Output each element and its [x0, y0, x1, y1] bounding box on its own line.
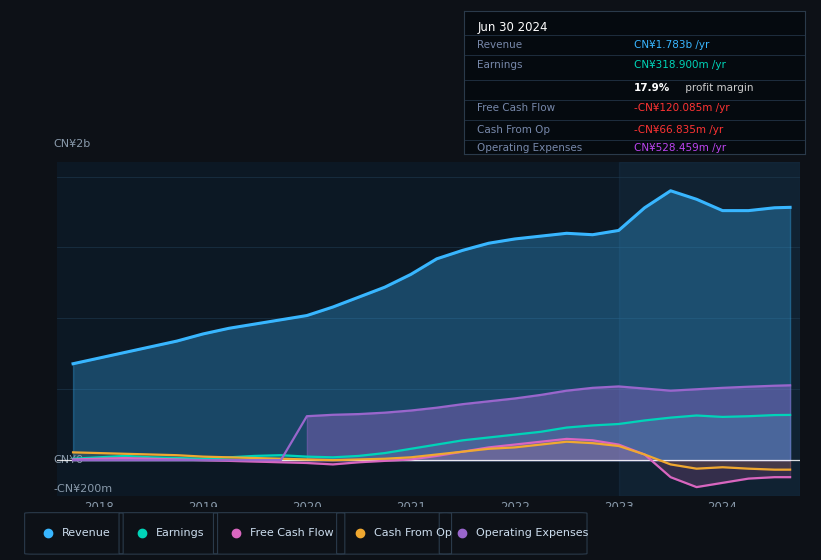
Text: Revenue: Revenue — [478, 40, 523, 50]
Text: profit margin: profit margin — [682, 83, 754, 94]
Text: -CN¥120.085m /yr: -CN¥120.085m /yr — [635, 103, 730, 113]
Bar — [618, 162, 800, 496]
Text: CN¥0: CN¥0 — [53, 455, 84, 465]
Text: CN¥1.783b /yr: CN¥1.783b /yr — [635, 40, 709, 50]
Text: Earnings: Earnings — [156, 529, 204, 538]
Text: Operating Expenses: Operating Expenses — [476, 529, 589, 538]
Text: -CN¥200m: -CN¥200m — [53, 483, 112, 493]
Text: CN¥528.459m /yr: CN¥528.459m /yr — [635, 143, 727, 153]
Text: Free Cash Flow: Free Cash Flow — [478, 103, 556, 113]
Text: Free Cash Flow: Free Cash Flow — [250, 529, 334, 538]
Text: 17.9%: 17.9% — [635, 83, 671, 94]
Text: Cash From Op: Cash From Op — [374, 529, 452, 538]
Text: CN¥318.900m /yr: CN¥318.900m /yr — [635, 60, 726, 71]
Text: Earnings: Earnings — [478, 60, 523, 71]
Text: Jun 30 2024: Jun 30 2024 — [478, 21, 548, 34]
Text: -CN¥66.835m /yr: -CN¥66.835m /yr — [635, 125, 723, 135]
Text: Revenue: Revenue — [62, 529, 110, 538]
Text: Cash From Op: Cash From Op — [478, 125, 551, 135]
Text: CN¥2b: CN¥2b — [53, 139, 91, 149]
Text: Operating Expenses: Operating Expenses — [478, 143, 583, 153]
